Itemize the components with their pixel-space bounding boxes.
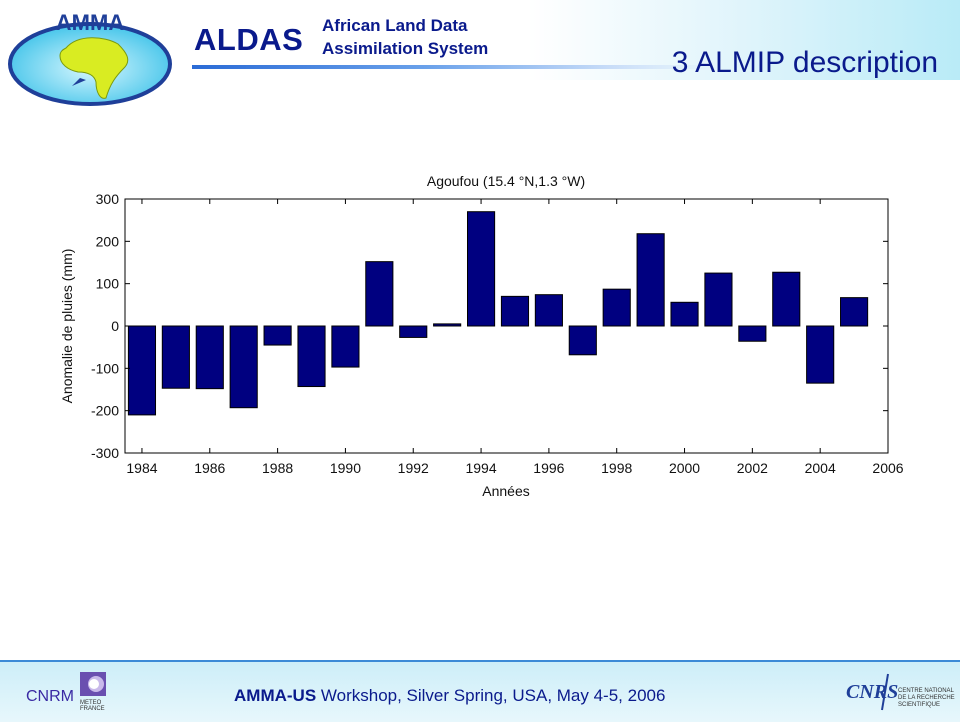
bar-1987 xyxy=(229,325,258,409)
brand-subtitle-line1: African Land Data xyxy=(322,16,468,35)
bar-2002 xyxy=(738,325,767,342)
footer: CNRM METEO FRANCE AMMA-US Workshop, Silv… xyxy=(0,660,960,722)
meteo-france-logo xyxy=(80,672,106,696)
bar-1997 xyxy=(568,325,597,356)
bar-1993 xyxy=(433,323,462,327)
cnrs-logo-text: CNRS xyxy=(846,681,898,703)
bar-2004 xyxy=(806,325,835,384)
bar-1988 xyxy=(263,325,292,346)
x-tick-label-1992: 1992 xyxy=(398,460,429,476)
chart-title: Agoufou (15.4 °N,1.3 °W) xyxy=(427,173,585,189)
x-tick-label-1990: 1990 xyxy=(330,460,361,476)
bar-1990 xyxy=(331,325,360,368)
brand-subtitle: African Land Data Assimilation System xyxy=(322,14,488,60)
bar-1989 xyxy=(297,325,326,388)
footer-event: AMMA-US Workshop, Silver Spring, USA, Ma… xyxy=(234,686,665,706)
plot-frame xyxy=(124,198,889,454)
chart-ylabel: Anomalie de pluies (mm) xyxy=(59,249,75,404)
x-tick-label-1996: 1996 xyxy=(533,460,564,476)
bar-1999 xyxy=(636,233,665,327)
x-tick-label-1986: 1986 xyxy=(194,460,225,476)
y-tick-label--300: -300 xyxy=(91,445,119,461)
x-tick-label-1994: 1994 xyxy=(465,460,496,476)
footer-event-bold: AMMA-US xyxy=(234,686,317,705)
bar-1996 xyxy=(534,294,563,327)
amma-logo-text: AMMA xyxy=(56,10,125,35)
meteo-line1: METEO xyxy=(80,700,102,706)
y-tick-label-200: 200 xyxy=(96,233,120,249)
bar-2001 xyxy=(704,272,733,327)
bar-1994 xyxy=(467,211,496,327)
amma-logo: AMMA xyxy=(8,10,172,106)
x-tick-label-2004: 2004 xyxy=(805,460,836,476)
x-tick-label-1988: 1988 xyxy=(262,460,293,476)
cnrm-label: CNRM xyxy=(26,688,74,705)
y-tick-label-300: 300 xyxy=(96,191,120,207)
meteo-france-text: METEO FRANCE xyxy=(80,700,105,712)
bar-1998 xyxy=(602,288,631,327)
bar-1985 xyxy=(161,325,190,389)
bar-2003 xyxy=(772,271,801,327)
x-tick-label-1984: 1984 xyxy=(126,460,157,476)
brand-subtitle-line2: Assimilation System xyxy=(322,39,489,58)
x-tick-label-2000: 2000 xyxy=(669,460,700,476)
bar-2000 xyxy=(670,301,699,327)
bar-2005 xyxy=(840,297,869,327)
slide-title: 3 ALMIP description xyxy=(671,46,938,79)
cnrs-line3: SCIENTIFIQUE xyxy=(898,702,941,708)
bar-1986 xyxy=(195,325,224,390)
bar-1991 xyxy=(365,261,394,327)
cnrs-subtitle: CENTRE NATIONAL DE LA RECHERCHE SCIENTIF… xyxy=(898,688,955,709)
brand-title: ALDAS xyxy=(194,22,304,57)
y-tick-label--200: -200 xyxy=(91,403,119,419)
bar-1992 xyxy=(399,325,428,338)
x-tick-label-1998: 1998 xyxy=(601,460,632,476)
cnrs-line2: DE LA RECHERCHE xyxy=(898,695,955,701)
footer-event-rest: Workshop, Silver Spring, USA, May 4-5, 2… xyxy=(316,686,666,705)
y-tick-label--100: -100 xyxy=(91,360,119,376)
bar-1995 xyxy=(500,295,530,327)
x-tick-label-2002: 2002 xyxy=(737,460,768,476)
cnrs-line1: CENTRE NATIONAL xyxy=(898,688,954,694)
y-tick-label-100: 100 xyxy=(96,276,120,292)
header-rule xyxy=(192,65,712,69)
meteo-line2: FRANCE xyxy=(80,706,105,712)
bar-1984 xyxy=(127,325,157,416)
cnrs-logo: CNRS xyxy=(846,673,898,711)
chart-xlabel: Années xyxy=(482,483,529,499)
x-tick-label-2006: 2006 xyxy=(872,460,903,476)
y-tick-label-0: 0 xyxy=(111,318,119,334)
